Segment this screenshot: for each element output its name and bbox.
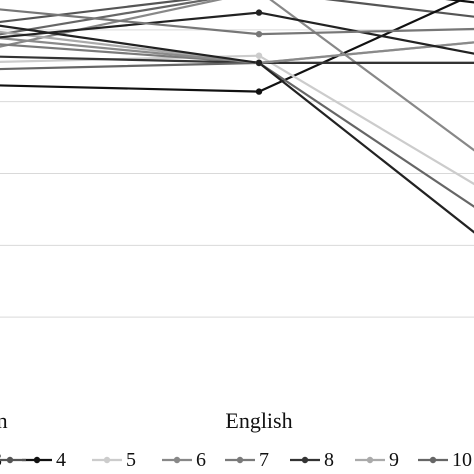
legend-marker-partial <box>6 456 14 464</box>
legend-marker-10 <box>429 456 437 464</box>
legend-label-8: 8 <box>324 449 334 471</box>
legend-label-6: 6 <box>196 449 206 471</box>
series-4-point-2 <box>255 88 263 95</box>
legend-marker-4 <box>33 456 41 464</box>
series-line-10 <box>0 61 474 208</box>
series-12-point-2 <box>255 59 263 67</box>
series-line-5 <box>0 54 474 186</box>
legend-marker-6 <box>173 456 181 464</box>
x-axis-labels: anian English <box>0 408 293 433</box>
legend-label-7: 7 <box>259 449 269 471</box>
series-14-point-2 <box>255 30 263 38</box>
legend-marker-5 <box>103 456 111 464</box>
series-lines <box>0 0 474 234</box>
x-tick-label: anian <box>0 408 8 433</box>
legend-marker-7 <box>236 456 244 464</box>
x-tick-label: English <box>225 408 292 433</box>
legend: 345678910 <box>0 449 472 471</box>
legend-marker-9 <box>366 456 374 464</box>
gridlines <box>0 29 474 318</box>
legend-label-4: 4 <box>56 449 66 471</box>
series-points <box>255 9 263 95</box>
series-line-3 <box>0 0 213 36</box>
series-5-point-2 <box>255 52 263 59</box>
legend-label-9: 9 <box>389 449 399 471</box>
series-line-1 <box>445 0 474 4</box>
series-13-point-2 <box>255 9 263 16</box>
legend-label-5: 5 <box>126 449 136 471</box>
legend-marker-8 <box>301 456 309 464</box>
legend-label-10: 10 <box>452 449 472 471</box>
